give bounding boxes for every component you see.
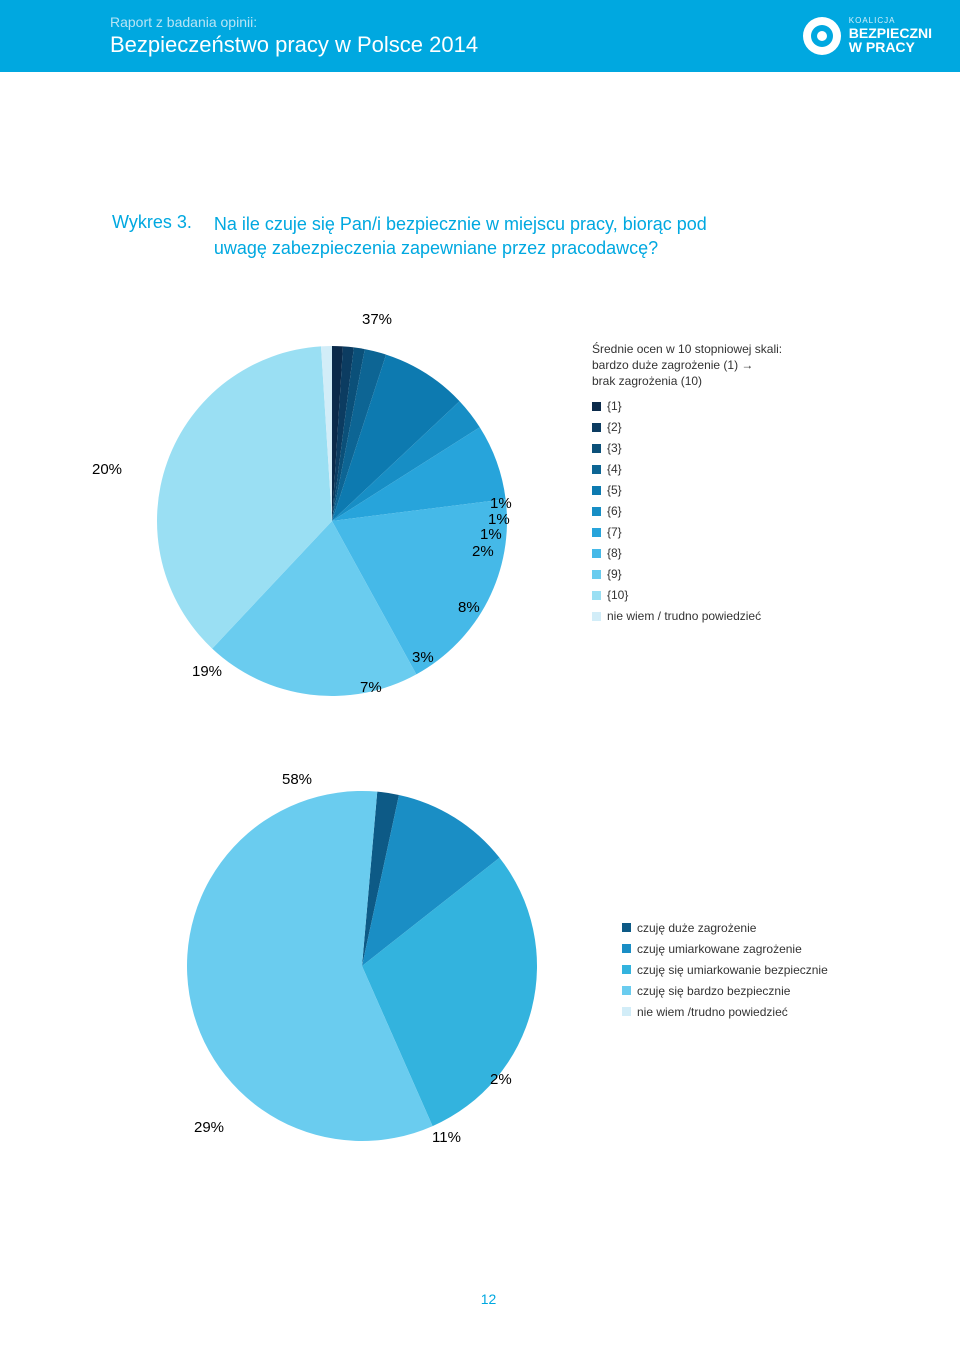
- chart1-pie: [112, 311, 552, 711]
- chart2-pie: [142, 771, 582, 1171]
- header-title-block: Raport z badania opinii: Bezpieczeństwo …: [110, 14, 478, 58]
- legend-swatch: [592, 507, 601, 516]
- pie-value-label: 1%: [488, 511, 510, 528]
- legend-item: {9}: [592, 567, 782, 581]
- logo-mark-icon: [803, 17, 841, 55]
- chart1-legend-title: Średnie ocen w 10 stopniowej skali: bard…: [592, 341, 782, 390]
- legend-swatch: [622, 923, 631, 932]
- legend-swatch: [622, 944, 631, 953]
- header-bar: Raport z badania opinii: Bezpieczeństwo …: [0, 0, 960, 72]
- legend-label: czuję duże zagrożenie: [637, 921, 756, 935]
- pie-value-label: 1%: [480, 526, 502, 543]
- logo-text: KOALICJA BEZPIECZNI W PRACY: [849, 17, 932, 55]
- legend-label: czuję się bardzo bezpiecznie: [637, 984, 790, 998]
- pie-value-label: 2%: [472, 543, 494, 560]
- legend-swatch: [622, 986, 631, 995]
- legend-item: {7}: [592, 525, 782, 539]
- legend-label: {9}: [607, 567, 622, 581]
- legend-label: nie wiem / trudno powiedzieć: [607, 609, 761, 623]
- legend-label: {7}: [607, 525, 622, 539]
- chart1-block: 37%20%19%7%3%8%2%1%1%1% Średnie ocen w 1…: [112, 311, 865, 711]
- legend-item: czuję się umiarkowanie bezpiecznie: [622, 963, 828, 977]
- chart2-legend: czuję duże zagrożenie czuję umiarkowane z…: [622, 921, 828, 1026]
- pie-value-label: 29%: [194, 1119, 224, 1136]
- page-number: 12: [112, 1291, 865, 1307]
- legend-item: nie wiem / trudno powiedzieć: [592, 609, 782, 623]
- legend-item: czuję się bardzo bezpiecznie: [622, 984, 828, 998]
- report-line: Raport z badania opinii:: [110, 14, 478, 30]
- pie-value-label: 7%: [360, 679, 382, 696]
- legend-swatch: [592, 486, 601, 495]
- legend-item: {1}: [592, 399, 782, 413]
- pie-value-label: 19%: [192, 663, 222, 680]
- legend-swatch: [592, 528, 601, 537]
- pie-value-label: 2%: [490, 1071, 512, 1088]
- figure-question: Na ile czuje się Pan/i bezpiecznie w mie…: [214, 212, 734, 261]
- brand-logo: KOALICJA BEZPIECZNI W PRACY: [803, 17, 932, 55]
- legend-swatch: [592, 402, 601, 411]
- legend-label: {6}: [607, 504, 622, 518]
- chart1-legend-items: {1} {2} {3} {4} {5} {6} {7} {8} {9} {10} nie wiem …: [592, 399, 782, 623]
- page-content: Wykres 3. Na ile czuje się Pan/i bezpiec…: [0, 72, 960, 1347]
- chart1-wrap: 37%20%19%7%3%8%2%1%1%1%: [112, 311, 552, 711]
- logo-line1: BEZPIECZNI: [849, 26, 932, 41]
- legend-item: {5}: [592, 483, 782, 497]
- legend-swatch: [622, 1007, 631, 1016]
- legend-swatch: [592, 549, 601, 558]
- legend-label: {5}: [607, 483, 622, 497]
- legend-swatch: [592, 591, 601, 600]
- chart2-wrap: 58% 2% 11% 29%: [142, 771, 582, 1171]
- logo-line2: W PRACY: [849, 40, 932, 55]
- report-title: Bezpieczeństwo pracy w Polsce 2014: [110, 32, 478, 58]
- chart2-block: 58% 2% 11% 29% czuję duże zagrożenie czuję u…: [142, 771, 865, 1171]
- legend-swatch: [592, 444, 601, 453]
- legend-item: {2}: [592, 420, 782, 434]
- legend-label: nie wiem /trudno powiedzieć: [637, 1005, 788, 1019]
- figure-label: Wykres 3.: [112, 212, 192, 261]
- legend-label: {10}: [607, 588, 628, 602]
- legend-item: {6}: [592, 504, 782, 518]
- pie-value-label: 37%: [362, 311, 392, 328]
- legend-swatch: [622, 965, 631, 974]
- pie-value-label: 58%: [282, 771, 312, 788]
- legend-label: {1}: [607, 399, 622, 413]
- chart2-legend-items: czuję duże zagrożenie czuję umiarkowane z…: [622, 921, 828, 1019]
- legend-item: czuję umiarkowane zagrożenie: [622, 942, 828, 956]
- legend-label: {8}: [607, 546, 622, 560]
- pie-value-label: 3%: [412, 649, 434, 666]
- pie-value-label: 8%: [458, 599, 480, 616]
- legend-label: czuję się umiarkowanie bezpiecznie: [637, 963, 828, 977]
- pie-value-label: 20%: [92, 461, 122, 478]
- legend-item: {10}: [592, 588, 782, 602]
- chart1-legend: Średnie ocen w 10 stopniowej skali: bard…: [592, 341, 782, 631]
- pie-value-label: 1%: [490, 495, 512, 512]
- legend-item: {8}: [592, 546, 782, 560]
- legend-label: czuję umiarkowane zagrożenie: [637, 942, 802, 956]
- legend-swatch: [592, 612, 601, 621]
- legend-item: nie wiem /trudno powiedzieć: [622, 1005, 828, 1019]
- legend-label: {2}: [607, 420, 622, 434]
- legend-label: {3}: [607, 441, 622, 455]
- figure-header: Wykres 3. Na ile czuje się Pan/i bezpiec…: [112, 212, 865, 261]
- pie-value-label: 11%: [432, 1129, 461, 1146]
- legend-item: {3}: [592, 441, 782, 455]
- legend-item: {4}: [592, 462, 782, 476]
- legend-swatch: [592, 465, 601, 474]
- legend-label: {4}: [607, 462, 622, 476]
- legend-swatch: [592, 423, 601, 432]
- legend-item: czuję duże zagrożenie: [622, 921, 828, 935]
- legend-swatch: [592, 570, 601, 579]
